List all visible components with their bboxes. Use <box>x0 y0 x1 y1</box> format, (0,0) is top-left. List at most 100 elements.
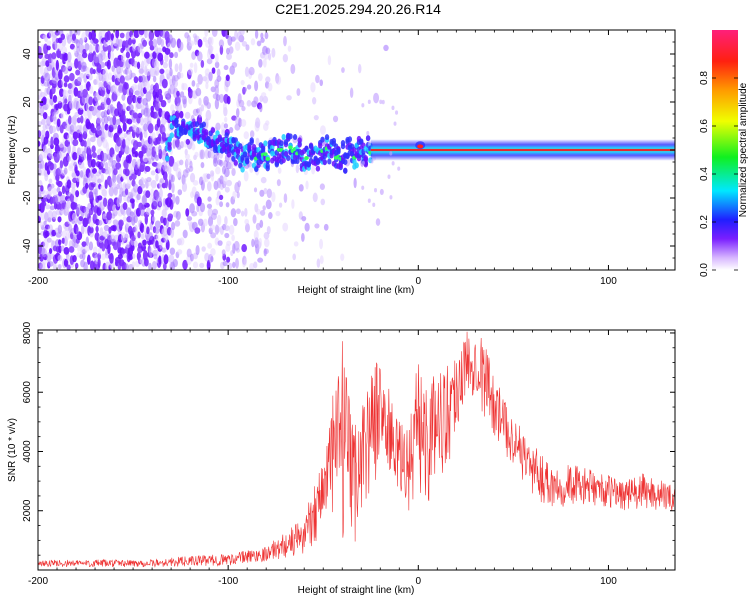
spectrogram-dot <box>50 125 57 134</box>
spectrogram-dot <box>133 60 139 68</box>
spectrogram-dot <box>194 151 199 158</box>
spectrogram-dot <box>267 82 273 92</box>
spectrogram-dot <box>139 116 144 126</box>
spectrogram-dot <box>257 257 264 263</box>
spectrogram-dot <box>249 262 255 270</box>
spectrogram-dot <box>124 188 129 196</box>
spectrogram-dot <box>249 130 255 138</box>
spectrogram-dot <box>124 39 129 48</box>
ridge-blob <box>201 121 207 128</box>
snr-frame <box>37 329 676 571</box>
spectrogram-dot <box>97 219 103 226</box>
ridge-blob <box>226 151 232 158</box>
spectrogram-dot <box>100 173 104 183</box>
spectrogram-dot <box>134 96 138 104</box>
spectrogram-dot <box>197 38 203 48</box>
spectrogram-dot <box>265 47 271 55</box>
spectrogram-dot <box>129 198 135 204</box>
spectrogram-dot <box>40 211 46 221</box>
spectrogram-dot <box>153 60 160 70</box>
spectrogram-dot <box>102 138 108 149</box>
spectrogram-dot <box>234 30 238 41</box>
spectrogram-dot <box>165 196 172 208</box>
spectrogram-dot <box>192 180 199 186</box>
ridge-blob <box>263 140 268 147</box>
spectrogram-dot <box>253 261 258 269</box>
spectrogram-dot <box>222 176 228 184</box>
spectrogram-dot <box>282 53 288 63</box>
spectrogram-dot <box>150 179 157 189</box>
spectrogram-dot <box>195 244 200 256</box>
spectrogram-dot <box>74 58 79 69</box>
spectrogram-dot <box>179 110 184 119</box>
spectrogram-dot <box>55 59 59 71</box>
spectrogram-dot <box>92 68 96 75</box>
spectrogram-dot <box>133 215 138 224</box>
spectrogram-dot <box>383 44 389 52</box>
spectrogram-dot <box>252 214 257 224</box>
spectrogram-dot <box>245 44 250 51</box>
x-tick-label: 0 <box>416 276 422 287</box>
spectrogram-dot <box>254 30 259 39</box>
spectrogram-dot <box>215 122 221 131</box>
spectrogram-dot <box>170 174 175 183</box>
ridge-blob <box>247 144 252 151</box>
spectrogram-dot <box>83 261 88 270</box>
y-tick-label: -20 <box>22 190 33 205</box>
ridge-blob <box>224 132 229 139</box>
spectrogram-x-label: Height of straight line (km) <box>298 285 415 296</box>
spectrogram-dot <box>104 161 109 171</box>
spectrogram-dot <box>44 211 49 223</box>
spectrogram-dot <box>176 102 182 113</box>
spectrogram-dot <box>120 113 126 124</box>
spectrogram-dot <box>217 240 223 246</box>
spectrogram-dot <box>230 208 237 218</box>
spectrogram-dot <box>159 178 165 184</box>
spectrogram-dot <box>182 259 188 270</box>
snr-x-label: Height of straight line (km) <box>298 585 415 596</box>
spectrogram-dot <box>102 231 108 238</box>
ridge-blob <box>320 136 325 143</box>
spectrogram-dot <box>119 75 125 84</box>
spectrogram-dot <box>72 139 79 147</box>
spectrogram-dot <box>58 141 65 148</box>
spectrogram-dot <box>126 118 133 125</box>
spectrogram-dot <box>56 95 63 104</box>
spectrogram-dot <box>367 99 371 105</box>
spectrogram-dot <box>234 41 241 51</box>
spectrogram-dot <box>40 91 46 98</box>
spectrogram-dot <box>370 159 374 164</box>
ridge-blob <box>279 140 284 147</box>
spectrogram-dot <box>124 168 130 177</box>
spectrogram-dot <box>92 168 97 174</box>
x-tick-label: -100 <box>218 576 238 587</box>
spectrogram-dot <box>92 199 97 206</box>
spectrogram-dot <box>177 249 183 255</box>
snr-plot-area <box>38 330 675 570</box>
ridge-blob <box>260 145 266 152</box>
spectrogram-dot <box>367 141 371 146</box>
spectrogram-dot <box>87 152 93 161</box>
spectrogram-dot <box>305 180 309 190</box>
spectrogram-dot <box>312 192 318 203</box>
spectrogram-dot <box>240 210 245 217</box>
spectrogram-dot <box>132 140 139 150</box>
spectrogram-dot <box>137 112 143 119</box>
spectrogram-dot <box>253 229 259 241</box>
spectrogram-dot <box>133 240 138 248</box>
colorbar-gradient <box>712 30 738 270</box>
spectrogram-dot <box>73 202 78 210</box>
spectrogram-dot <box>199 262 205 269</box>
spectrogram-dot <box>85 182 89 189</box>
spectrogram-dot <box>84 206 90 218</box>
ridge-blob <box>249 138 254 145</box>
spectrogram-dot <box>293 241 299 247</box>
spectrogram-dot <box>265 76 271 83</box>
spectrogram-dot <box>167 192 173 199</box>
spectrogram-dot <box>391 105 395 111</box>
y-tick-label: -40 <box>22 238 33 253</box>
ridge-blob <box>167 144 172 151</box>
spectrogram-dot <box>88 149 92 155</box>
spectrogram-dot <box>86 254 91 265</box>
spectrogram-dot <box>125 51 131 59</box>
